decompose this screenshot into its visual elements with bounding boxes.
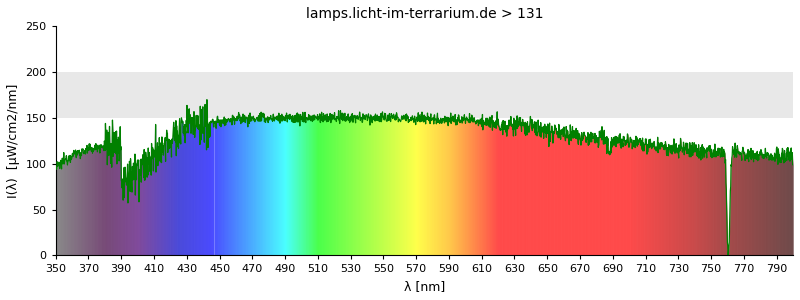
X-axis label: λ [nm]: λ [nm] bbox=[404, 280, 445, 293]
Y-axis label: I(λ)  [µW/cm2/nm]: I(λ) [µW/cm2/nm] bbox=[7, 84, 20, 198]
Bar bbox=[56, 72, 793, 118]
Title: lamps.licht-im-terrarium.de > 131: lamps.licht-im-terrarium.de > 131 bbox=[306, 7, 543, 21]
